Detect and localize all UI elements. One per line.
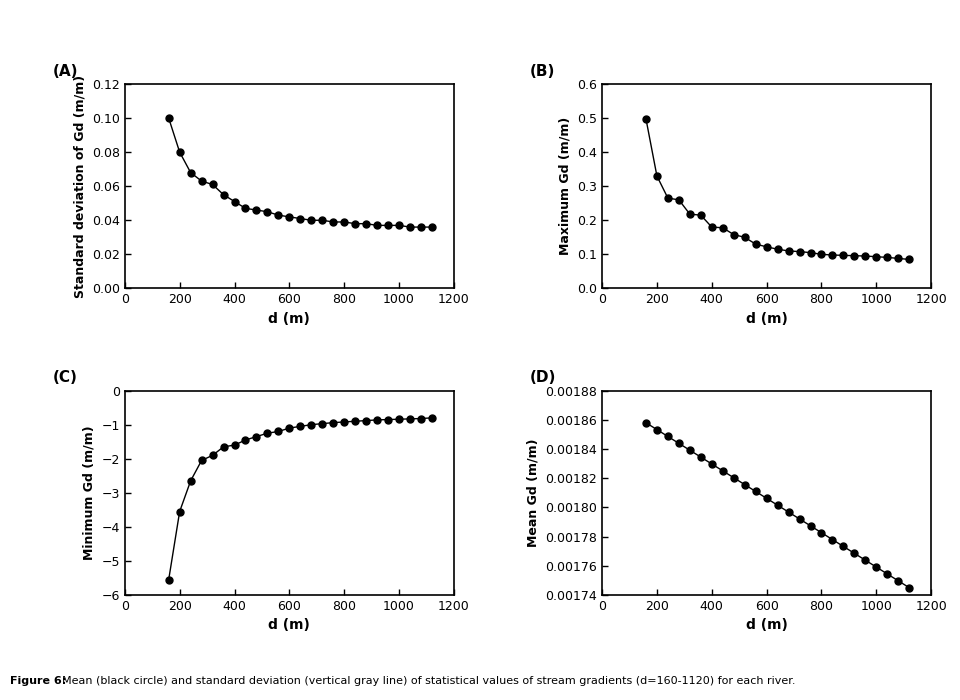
Y-axis label: Minimum Gd (m/m): Minimum Gd (m/m) [83,426,96,560]
Y-axis label: Standard deviation of Gd (m/m): Standard deviation of Gd (m/m) [73,75,86,298]
Text: Figure 6:: Figure 6: [10,676,70,686]
Text: (B): (B) [530,64,555,78]
Y-axis label: Maximum Gd (m/m): Maximum Gd (m/m) [559,117,571,256]
X-axis label: d (m): d (m) [269,618,310,632]
Text: (C): (C) [53,370,77,385]
X-axis label: d (m): d (m) [746,618,787,632]
Text: (D): (D) [530,370,556,385]
Text: Mean (black circle) and standard deviation (vertical gray line) of statistical v: Mean (black circle) and standard deviati… [62,676,796,686]
X-axis label: d (m): d (m) [269,312,310,326]
X-axis label: d (m): d (m) [746,312,787,326]
Text: (A): (A) [53,64,78,78]
Y-axis label: Mean Gd (m/m): Mean Gd (m/m) [527,438,540,547]
